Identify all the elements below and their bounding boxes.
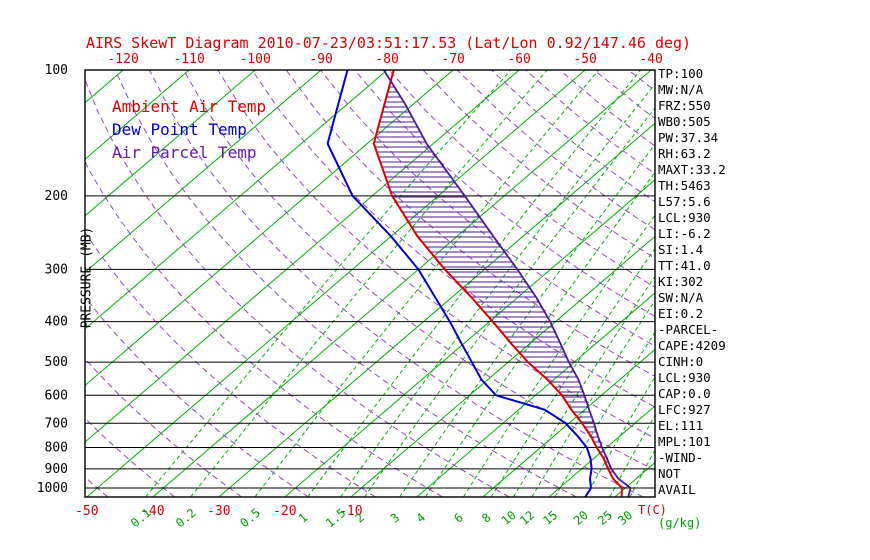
stats-line: RH:63.2: [658, 146, 711, 161]
plot-frame: [84, 69, 656, 498]
tick-label: -90: [309, 52, 332, 67]
tick-label: 10: [499, 508, 519, 528]
stats-line: CAPE:4209: [658, 338, 726, 353]
tick-label: 6: [451, 510, 466, 525]
legend-dew-point-temp: Dew Point Temp: [112, 120, 247, 139]
tick-label: -30: [207, 504, 230, 519]
tick-label: 3: [388, 510, 403, 525]
tick-label: -20: [273, 504, 296, 519]
mixing-ratio-lines: [145, 70, 655, 497]
tick-label: -120: [107, 52, 138, 67]
stats-line: LCL:930: [658, 210, 711, 225]
tick-label: 300: [45, 262, 68, 277]
tick-label: 1: [296, 510, 311, 525]
stats-line: MPL:101: [658, 434, 711, 449]
tick-label: 0.5: [237, 506, 263, 531]
tick-label: 600: [45, 388, 68, 403]
stats-line: TH:5463: [658, 178, 711, 193]
tick-label: 25: [595, 508, 615, 528]
chart-title: AIRS SkewT Diagram 2010-07-23/03:51:17.5…: [86, 34, 692, 52]
tick-label: -110: [173, 52, 204, 67]
stats-line: TP:100: [658, 66, 704, 81]
stats-line: WB0:505: [658, 114, 711, 129]
stats-line: L57:5.6: [658, 194, 711, 209]
tick-label: 400: [45, 315, 68, 330]
stats-line: LFC:927: [658, 402, 711, 417]
tick-label: -50: [573, 52, 596, 67]
tick-label: 700: [45, 416, 68, 431]
stats-line: EL:111: [658, 418, 704, 433]
tick-label: -10: [339, 504, 362, 519]
tick-label: -60: [507, 52, 530, 67]
stats-line: MW:N/A: [658, 82, 704, 97]
tick-label: -40: [639, 52, 662, 67]
tick-label: 20: [571, 508, 591, 528]
stats-line: FRZ:550: [658, 98, 711, 113]
legend-air-parcel-temp: Air Parcel Temp: [112, 143, 257, 162]
tick-label: -100: [239, 52, 270, 67]
tick-label: 800: [45, 440, 68, 455]
stats-line: TT:41.0: [658, 258, 711, 273]
stats-line: -PARCEL-: [658, 322, 719, 337]
tick-label: 30: [615, 508, 635, 528]
stats-line: CINH:0: [658, 354, 704, 369]
ambient-curve: [372, 70, 624, 497]
tick-label: -50: [75, 504, 98, 519]
axis-labels: 100 200 300 400 500 600 700 800 900 1000 -120 -110 -…: [37, 52, 663, 530]
pressure-axis-label: PRESSURE (MB): [79, 226, 95, 329]
stats-panel: TP:100 MW:N/A FRZ:550 WB0:505 PW:37.34 RH:63.…: [658, 66, 726, 498]
stats-line: EI:0.2: [658, 306, 704, 321]
tick-label: -80: [375, 52, 398, 67]
mixing-ratio-unit-label: (g/kg): [658, 516, 702, 530]
parcel-curve: [383, 70, 632, 497]
tick-label: 8: [479, 510, 494, 525]
stats-line: SI:1.4: [658, 242, 704, 257]
tick-label: 1000: [37, 481, 68, 496]
stats-line: MAXT:33.2: [658, 162, 726, 177]
stats-line: PW:37.34: [658, 130, 719, 145]
tick-label: 2: [352, 510, 367, 525]
stats-line: NOT: [658, 466, 681, 481]
tick-label: 0.2: [173, 506, 199, 531]
tick-label: 100: [45, 63, 68, 78]
tick-label: 900: [45, 462, 68, 477]
dewpoint-curve: [326, 70, 593, 497]
stats-line: LCL:930: [658, 370, 711, 385]
tick-label: 500: [45, 355, 68, 370]
legend-ambient-air-temp: Ambient Air Temp: [112, 97, 267, 116]
tick-label: -40: [141, 504, 164, 519]
stats-line: KI:302: [658, 274, 704, 289]
tick-label: 200: [45, 189, 68, 204]
stats-line: CAP:0.0: [658, 386, 711, 401]
stats-line: AVAIL: [658, 482, 696, 497]
isotherm-lines: [85, 70, 655, 497]
tick-label: 4: [414, 510, 429, 525]
cape-hatch-area: [374, 86, 614, 473]
stats-line: -WIND-: [658, 450, 704, 465]
sounding-curves: [326, 70, 632, 497]
stats-line: SW:N/A: [658, 290, 704, 305]
stats-line: LI:-6.2: [658, 226, 711, 241]
tick-label: -70: [441, 52, 464, 67]
temp-unit-label: T(C): [638, 503, 667, 517]
tick-label: 12: [517, 508, 537, 528]
tick-label: 15: [540, 508, 560, 528]
